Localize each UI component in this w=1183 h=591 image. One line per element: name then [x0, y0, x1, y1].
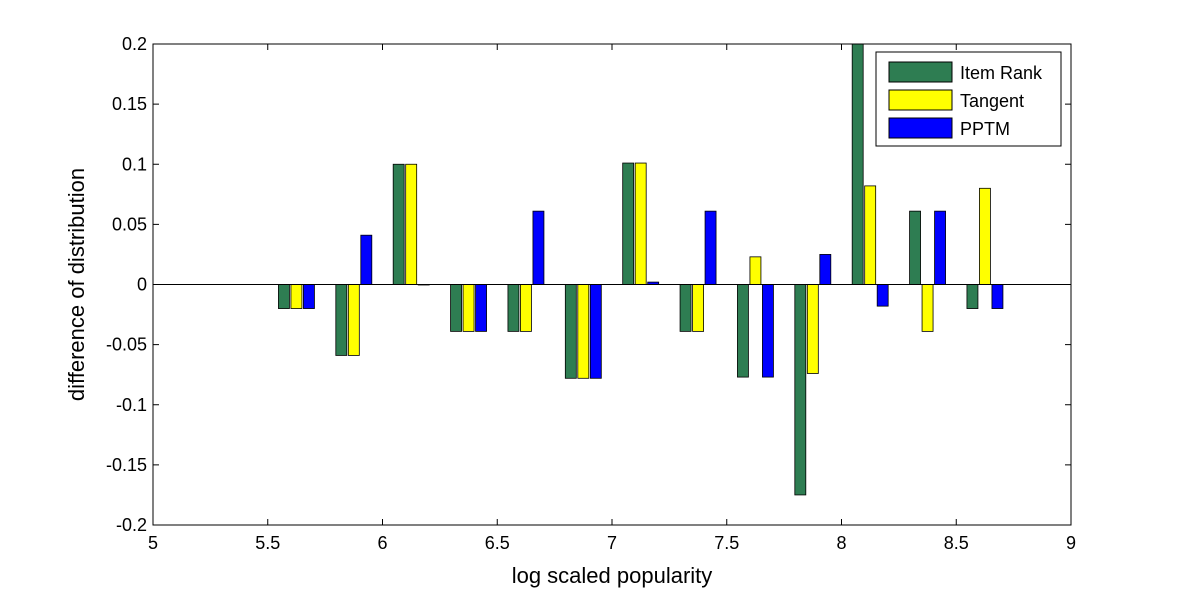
- bar-item-rank-11: [909, 210, 921, 285]
- bar-tangent-2: [405, 163, 418, 285]
- bar-item-rank-9: [794, 284, 807, 496]
- x-axis-ticks: 5 5.5 6 6.5 7 7.5 8 8.5 9: [148, 44, 1076, 553]
- bar-tangent-0: [290, 284, 303, 309]
- bar-pptm-1: [360, 234, 373, 285]
- bar-pptm-9: [819, 254, 832, 285]
- bar-item-rank-1: [335, 284, 348, 356]
- bar-item-rank-4: [507, 284, 520, 332]
- bar-item-rank-7: [679, 284, 692, 332]
- bar-item-rank-0: [278, 284, 290, 309]
- bar-tangent-11: [921, 284, 934, 332]
- x-tick-label: 6: [377, 533, 387, 553]
- y-tick-label: 0.05: [112, 214, 147, 234]
- legend-swatch-tangent: [888, 89, 953, 111]
- y-tick-label: 0.2: [122, 34, 147, 54]
- x-tick-label: 8: [836, 533, 846, 553]
- y-tick-label: -0.15: [106, 455, 147, 475]
- y-tick-label: -0.05: [106, 335, 147, 355]
- legend-swatch-pptm: [888, 117, 953, 139]
- bar-pptm-10: [876, 284, 889, 307]
- bar-pptm-0: [303, 284, 315, 309]
- bar-item-rank-10: [851, 43, 864, 285]
- x-tick-label: 6.5: [485, 533, 510, 553]
- legend: Item Rank Tangent PPTM: [875, 51, 1062, 147]
- y-axis-label: difference of distribution: [64, 168, 89, 401]
- bar-item-rank-5: [564, 284, 577, 379]
- bar-tangent-4: [520, 284, 532, 332]
- x-tick-label: 5.5: [255, 533, 280, 553]
- bar-tangent-6: [634, 162, 647, 285]
- y-tick-label: 0: [137, 275, 147, 295]
- bar-tangent-5: [577, 284, 590, 379]
- bar-pptm-11: [934, 210, 946, 285]
- x-tick-label: 9: [1066, 533, 1076, 553]
- bar-item-rank-2: [392, 163, 405, 285]
- y-tick-label: 0.15: [112, 94, 147, 114]
- x-tick-label: 5: [148, 533, 158, 553]
- x-axis-label: log scaled popularity: [512, 563, 713, 588]
- bar-pptm-4: [532, 210, 545, 285]
- bar-item-rank-8: [737, 284, 749, 378]
- y-tick-label: -0.1: [116, 395, 147, 415]
- bar-tangent-8: [749, 256, 762, 285]
- bar-tangent-3: [462, 284, 475, 332]
- x-tick-label: 7: [607, 533, 617, 553]
- bar-tangent-12: [979, 187, 991, 285]
- bar-tangent-7: [692, 284, 704, 332]
- y-tick-label: 0.1: [122, 154, 147, 174]
- y-tick-label: -0.2: [116, 515, 147, 535]
- legend-label: PPTM: [960, 119, 1010, 139]
- legend-label: Tangent: [960, 91, 1024, 111]
- bar-item-rank-12: [966, 284, 979, 309]
- bar-pptm-8: [762, 284, 774, 378]
- bar-pptm-5: [589, 284, 602, 379]
- bar-tangent-10: [864, 185, 877, 285]
- bar-item-rank-6: [622, 162, 635, 285]
- x-tick-label: 7.5: [714, 533, 739, 553]
- bar-item-rank-3: [450, 284, 462, 332]
- y-axis-ticks: -0.2 -0.15 -0.1 -0.05 0 0.05 0.1 0.15 0.2: [106, 34, 1071, 535]
- bar-tangent-1: [347, 284, 360, 356]
- x-tick-label: 8.5: [944, 533, 969, 553]
- bar-pptm-3: [475, 284, 487, 332]
- bar-tangent-9: [806, 284, 819, 374]
- legend-label: Item Rank: [960, 63, 1043, 83]
- bar-pptm-12: [991, 284, 1004, 309]
- bar-pptm-7: [704, 210, 717, 285]
- legend-swatch-item-rank: [888, 61, 953, 83]
